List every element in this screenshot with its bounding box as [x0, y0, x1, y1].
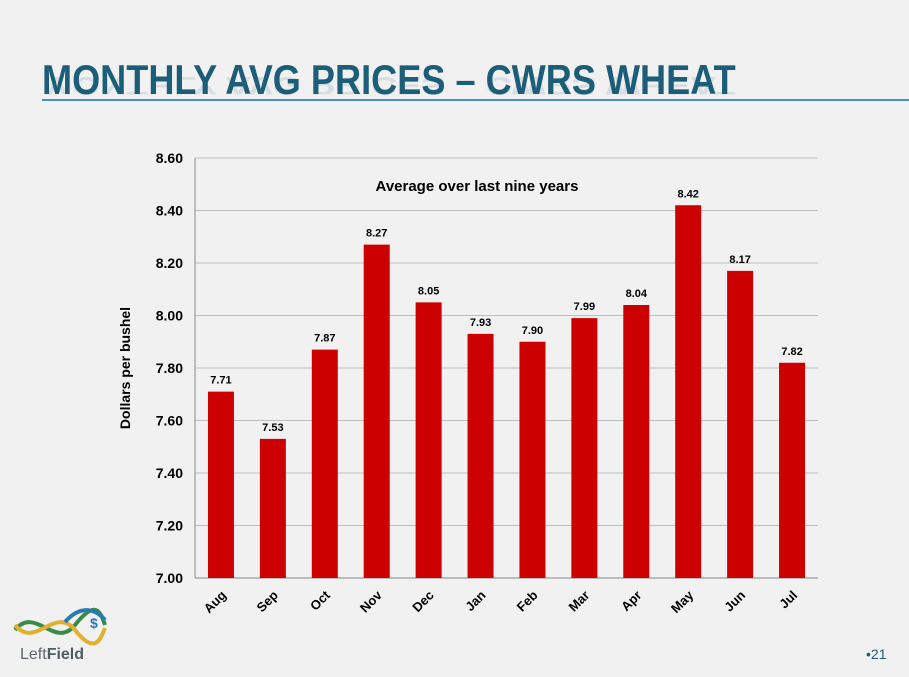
x-tick-label: Aug: [201, 587, 230, 616]
data-label: 8.04: [626, 288, 648, 300]
y-tick-label: 7.40: [156, 465, 183, 481]
y-tick-label: 7.80: [156, 360, 183, 376]
x-tick-label: May: [668, 587, 697, 616]
y-tick-label: 7.00: [156, 570, 183, 586]
logo-text: LeftField: [20, 646, 85, 663]
data-label: 8.27: [366, 228, 387, 240]
data-label: 7.99: [574, 301, 595, 313]
bar-aug: [207, 391, 234, 578]
x-tick-label: Feb: [514, 587, 541, 614]
bar-apr: [623, 305, 650, 578]
data-label: 7.87: [314, 333, 335, 345]
data-label: 7.53: [262, 422, 283, 434]
x-tick-label: Nov: [357, 587, 386, 616]
x-tick-label: Oct: [307, 587, 333, 613]
data-label: 8.42: [677, 188, 698, 200]
data-label: 7.93: [470, 317, 491, 329]
x-tick-label: Dec: [409, 588, 436, 615]
x-tick-label: Jun: [721, 587, 748, 614]
y-tick-label: 8.00: [156, 308, 183, 324]
leftfield-logo: $: [13, 608, 107, 646]
bar-may: [675, 205, 702, 578]
x-tick-label: Mar: [566, 588, 593, 615]
y-axis-label: Dollars per bushel: [117, 307, 133, 429]
x-tick-label: Apr: [618, 588, 644, 614]
y-tick-label: 8.40: [156, 203, 183, 219]
bar-jun: [727, 270, 754, 578]
title-underline: [42, 99, 909, 101]
x-tick-label: Sep: [254, 587, 282, 615]
data-label: 7.82: [781, 346, 802, 358]
y-tick-label: 7.20: [156, 518, 183, 534]
bar-nov: [363, 244, 390, 578]
bar-mar: [571, 318, 598, 578]
bar-sep: [259, 438, 286, 578]
page-number: •21: [866, 646, 887, 662]
data-label: 7.71: [210, 375, 231, 387]
slide-title: MONTHLY AVG PRICES – CWRS WHEAT: [42, 56, 736, 103]
bar-jan: [467, 333, 494, 578]
y-tick-label: 8.20: [156, 255, 183, 271]
y-tick-label: 8.60: [156, 150, 183, 166]
bar-feb: [519, 341, 546, 578]
data-label: 8.05: [418, 285, 439, 297]
svg-text:$: $: [90, 615, 98, 631]
data-label: 8.17: [729, 254, 750, 266]
y-tick-label: 7.60: [156, 413, 183, 429]
x-tick-label: Jan: [462, 587, 488, 613]
bar-oct: [311, 349, 338, 578]
x-tick-label: Jul: [776, 588, 800, 612]
bar-dec: [415, 302, 442, 578]
chart-title: Average over last nine years: [376, 178, 579, 195]
bar-jul: [779, 362, 806, 578]
data-label: 7.90: [522, 325, 543, 337]
